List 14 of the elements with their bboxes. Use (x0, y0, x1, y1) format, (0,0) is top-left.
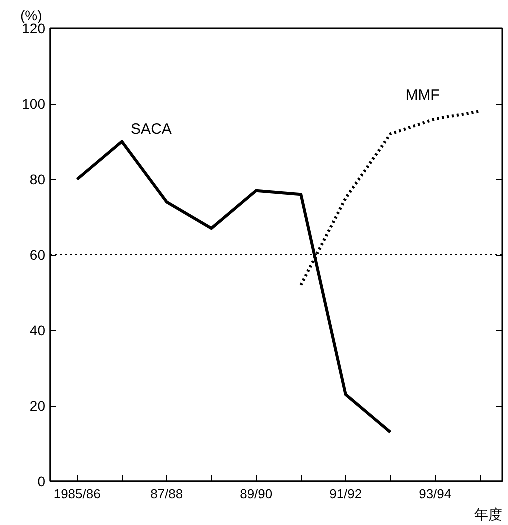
series-label: SACA (131, 120, 172, 138)
x-tick-label: 93/94 (419, 486, 452, 502)
y-tick-label: 60 (30, 247, 46, 263)
y-tick-label: 0 (38, 474, 46, 490)
y-tick-label: 80 (30, 172, 46, 188)
x-tick-label: 1985/86 (54, 486, 101, 502)
x-tick-label: 89/90 (240, 486, 273, 502)
y-tick-label: 20 (30, 398, 46, 414)
y-tick-label: 100 (22, 96, 46, 112)
x-tick-label: 87/88 (150, 486, 184, 502)
series-label: MMF (406, 87, 440, 104)
x-tick-label: 91/92 (330, 486, 362, 502)
y-tick-label: 40 (30, 322, 46, 338)
x-axis-title: 年度 (474, 506, 502, 522)
